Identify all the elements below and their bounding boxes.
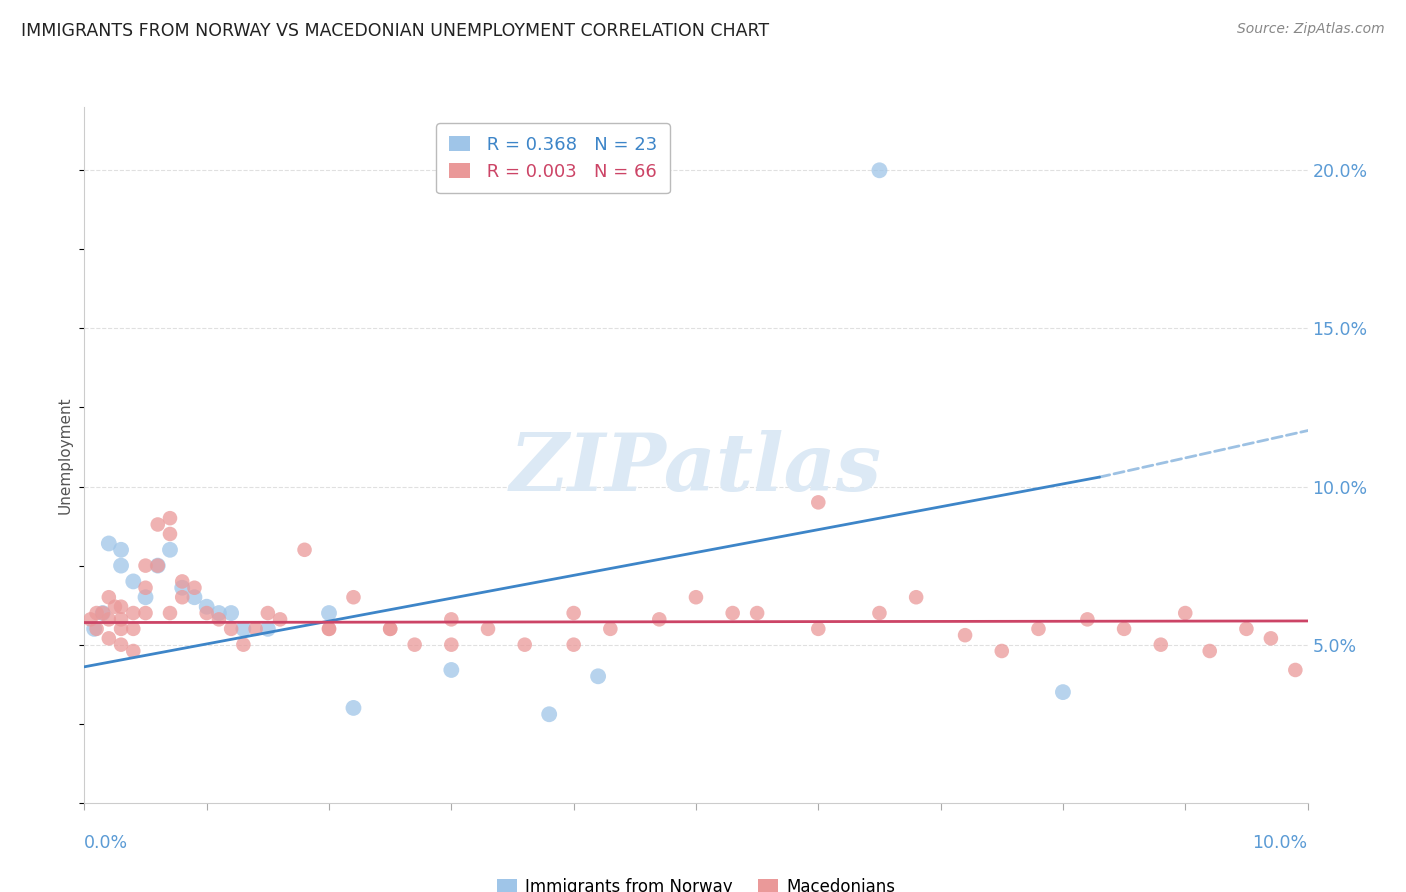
Point [562,606,585,620]
Point [110,599,132,614]
Point [122,644,145,658]
Point [219,606,242,620]
Point [104,599,127,614]
Point [380,622,402,636]
Text: 10.0%: 10.0% [1253,834,1308,852]
Point [953,628,976,642]
Point [159,606,181,620]
Point [807,622,830,636]
Point [110,612,132,626]
Point [721,606,744,620]
Point [86,622,108,636]
Point [1114,622,1136,636]
Point [685,591,707,605]
Point [1260,632,1282,646]
Point [91,606,114,620]
Point [318,606,340,620]
Point [269,612,291,626]
Point [122,574,145,589]
Point [1174,606,1197,620]
Legend: Immigrants from Norway, Macedonians: Immigrants from Norway, Macedonians [491,871,901,892]
Point [208,606,231,620]
Point [294,542,316,557]
Point [991,644,1014,658]
Point [1076,612,1098,626]
Point [86,606,108,620]
Y-axis label: Unemployment: Unemployment [58,396,73,514]
Point [172,591,194,605]
Point [257,622,280,636]
Point [183,591,205,605]
Point [477,622,499,636]
Point [1150,638,1173,652]
Point [232,622,254,636]
Point [135,581,157,595]
Point [110,542,132,557]
Point [159,527,181,541]
Point [91,606,114,620]
Point [747,606,769,620]
Point [146,558,169,573]
Point [97,612,120,626]
Point [562,638,585,652]
Point [135,606,157,620]
Point [146,517,169,532]
Point [159,511,181,525]
Point [97,632,120,646]
Point [97,536,120,550]
Point [440,612,463,626]
Text: Source: ZipAtlas.com: Source: ZipAtlas.com [1237,22,1385,37]
Point [232,638,254,652]
Point [219,622,242,636]
Point [195,606,218,620]
Point [146,558,169,573]
Point [342,701,364,715]
Point [172,581,194,595]
Point [135,591,157,605]
Point [110,638,132,652]
Point [245,622,267,636]
Point [538,707,561,722]
Point [1284,663,1306,677]
Point [807,495,830,509]
Point [648,612,671,626]
Point [110,622,132,636]
Point [404,638,426,652]
Text: 0.0%: 0.0% [84,834,128,852]
Point [79,612,101,626]
Point [122,606,145,620]
Point [513,638,536,652]
Point [257,606,280,620]
Text: IMMIGRANTS FROM NORWAY VS MACEDONIAN UNEMPLOYMENT CORRELATION CHART: IMMIGRANTS FROM NORWAY VS MACEDONIAN UNE… [21,22,769,40]
Point [83,622,105,636]
Point [440,638,463,652]
Text: ZIPatlas: ZIPatlas [510,430,882,508]
Point [183,581,205,595]
Point [122,622,145,636]
Point [869,163,891,178]
Point [110,558,132,573]
Point [97,591,120,605]
Point [342,591,364,605]
Point [440,663,463,677]
Point [159,542,181,557]
Point [1198,644,1220,658]
Point [195,599,218,614]
Point [586,669,609,683]
Point [135,558,157,573]
Point [172,574,194,589]
Point [208,612,231,626]
Point [905,591,928,605]
Point [1028,622,1050,636]
Point [318,622,340,636]
Point [599,622,621,636]
Point [318,622,340,636]
Point [1052,685,1074,699]
Point [869,606,891,620]
Point [1236,622,1258,636]
Point [380,622,402,636]
